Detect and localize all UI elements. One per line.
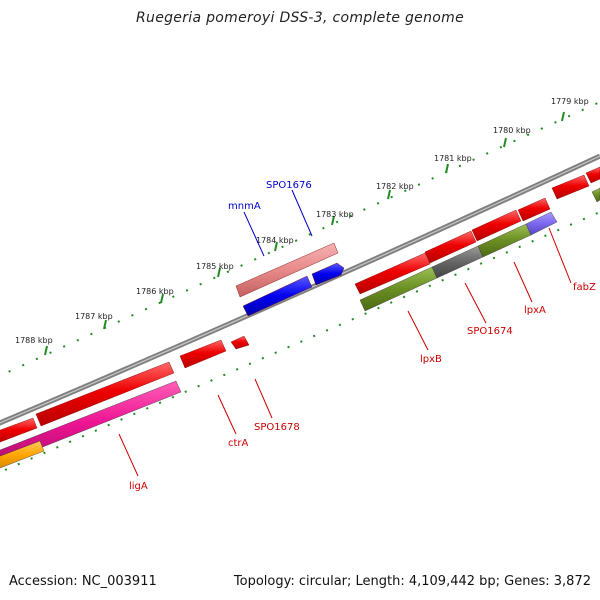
scale-label: 1782 kbp <box>376 182 414 191</box>
gene-mnmA <box>311 262 345 286</box>
genome-summary-text: Topology: circular; Length: 4,109,442 bp… <box>233 574 591 589</box>
scale-label: 1779 kbp <box>551 97 589 106</box>
gene-label-lpxB: lpxB <box>420 354 442 365</box>
scale-label: 1787 kbp <box>75 312 113 321</box>
label-leaders <box>118 189 572 477</box>
scale-ticks-inner <box>4 211 600 471</box>
gene-red-small-b <box>230 335 250 350</box>
scale-label: 1786 kbp <box>136 287 174 296</box>
scale-label: 1780 kbp <box>493 126 531 135</box>
gene-label-ctrA: ctrA <box>228 438 249 449</box>
scale-labels: 1779 kbp 1780 kbp 1781 kbp 1782 kbp 1783… <box>15 97 589 345</box>
gene-red-small-a <box>179 339 227 369</box>
gene-red-long-left <box>35 361 175 427</box>
gene-label-fabZ: fabZ <box>573 282 596 293</box>
gene-red-edge-right <box>585 166 600 184</box>
gene-label-spo1678: SPO1678 <box>254 422 300 433</box>
gene-label-spo1676: SPO1676 <box>266 180 312 191</box>
scale-label: 1784 kbp <box>256 236 294 245</box>
gene-red-edge-left <box>0 417 38 443</box>
feature-purple <box>525 211 558 236</box>
gene-label-lpxA: lpxA <box>524 305 546 316</box>
forward-genes <box>0 166 600 443</box>
map-title: Ruegeria pomeroyi DSS-3, complete genome <box>136 10 464 26</box>
gene-labels: SPO1676 mnmA fabZ lpxA SPO1674 lpxB SPO1… <box>129 180 596 492</box>
gene-red-mid2 <box>424 230 477 264</box>
gene-red-mid3 <box>471 209 522 242</box>
gene-label-mnmA: mnmA <box>228 201 261 212</box>
feature-pink <box>0 380 182 465</box>
feature-orange <box>0 440 45 469</box>
gene-label-spo1674: SPO1674 <box>467 326 513 337</box>
gene-mnmA-rna <box>235 242 339 298</box>
gene-spo1676 <box>242 275 313 317</box>
scale-label: 1788 kbp <box>15 336 53 345</box>
scale-label: 1785 kbp <box>196 262 234 271</box>
scale-label: 1781 kbp <box>434 154 472 163</box>
feature-track <box>0 187 600 469</box>
gene-red-right <box>551 174 590 200</box>
scale-label: 1783 kbp <box>316 210 354 219</box>
scale-major-ticks <box>44 111 565 356</box>
gene-red-mid <box>354 252 431 295</box>
gene-red-mid4 <box>517 197 551 222</box>
accession-text: Accession: NC_003911 <box>9 574 157 589</box>
gene-label-ligA: ligA <box>129 481 148 492</box>
feature-olive-edge <box>591 187 600 203</box>
